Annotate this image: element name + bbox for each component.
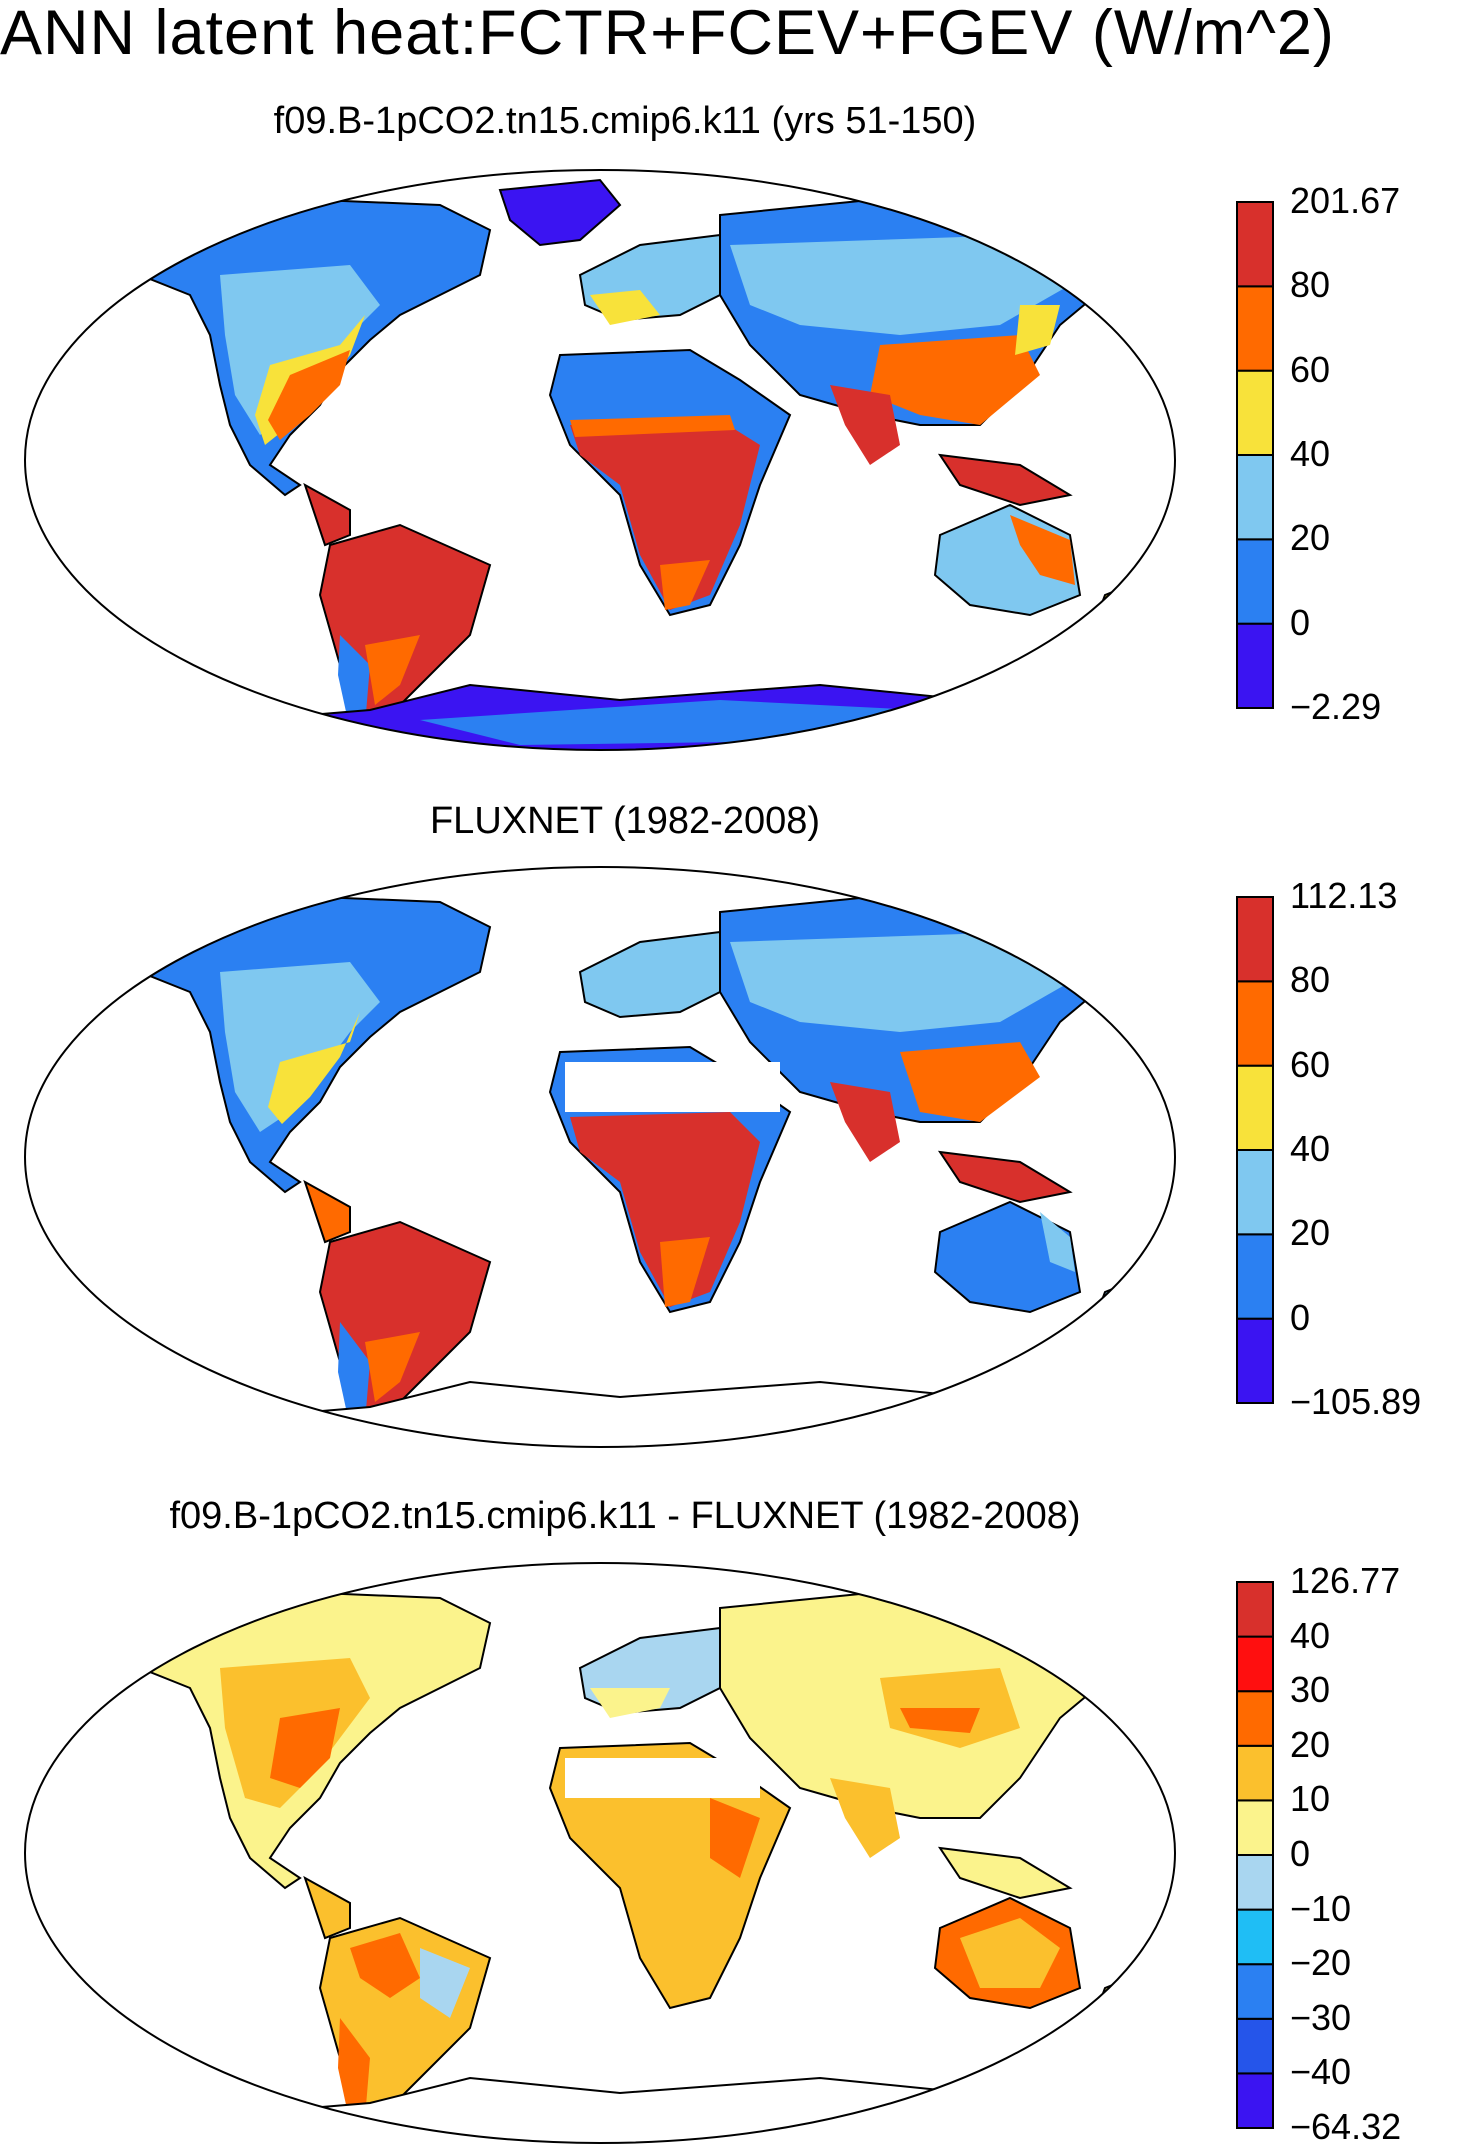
panel-2-colorbar	[1236, 896, 1274, 1404]
colorbar-tick-label: 30	[1290, 1669, 1331, 1711]
panel-2-title: FLUXNET (1982-2008)	[429, 800, 821, 842]
colorbar-tick-label: 126.77	[1290, 1560, 1401, 1601]
colorbar-tick-label: 40	[1290, 1614, 1331, 1656]
colorbar-tick-label: 80	[1290, 959, 1331, 1001]
colorbar-segment	[1236, 1233, 1274, 1320]
colorbar-segment	[1236, 1854, 1274, 1911]
colorbar-tick-label: −105.89	[1290, 1381, 1422, 1422]
colorbar-tick-label: 0	[1290, 1833, 1311, 1874]
colorbar-segment	[1236, 1690, 1274, 1747]
colorbar-segment	[1236, 1635, 1274, 1693]
colorbar-segment	[1236, 1799, 1274, 1856]
panel-3-title: f09.B-1pCO2.tn15.cmip6.k11 - FLUXNET (19…	[169, 1495, 1081, 1537]
panel-3-map	[24, 1562, 1176, 2144]
colorbar-tick-label: 10	[1290, 1778, 1331, 1820]
panel-2-map	[24, 866, 1176, 1448]
colorbar-segment	[1236, 1064, 1274, 1152]
colorbar-segment	[1236, 1149, 1274, 1236]
colorbar-segment	[1236, 2072, 1274, 2129]
colorbar-segment	[1236, 1317, 1274, 1404]
colorbar-segment	[1236, 622, 1274, 709]
colorbar-segment	[1236, 1744, 1274, 1802]
colorbar-tick-label: 40	[1290, 1128, 1331, 1169]
colorbar-tick-label: 60	[1290, 1043, 1331, 1085]
colorbar-tick-label: 20	[1290, 1212, 1331, 1254]
panel-1-map	[24, 169, 1176, 751]
colorbar-tick-label: −2.29	[1290, 686, 1382, 727]
colorbar-tick-label: 0	[1290, 1296, 1311, 1338]
colorbar-tick-label: 20	[1290, 1723, 1331, 1765]
colorbar-tick-label: −20	[1290, 1942, 1352, 1984]
colorbar-tick-label: −30	[1290, 1996, 1352, 2038]
colorbar-segment	[1236, 454, 1274, 541]
colorbar-tick-label: 60	[1290, 348, 1331, 390]
colorbar-tick-label: 0	[1290, 601, 1311, 643]
panel-3-colorbar	[1236, 1581, 1274, 2129]
panel-1-title: f09.B-1pCO2.tn15.cmip6.k11 (yrs 51-150)	[273, 100, 977, 142]
colorbar-segment	[1236, 2017, 1274, 2075]
colorbar-segment	[1236, 538, 1274, 625]
colorbar-segment	[1236, 896, 1274, 983]
figure-title: ANN latent heat:FCTR+FCEV+FGEV (W/m^2)	[0, 0, 1335, 68]
colorbar-tick-label: 112.13	[1290, 875, 1398, 916]
colorbar-tick-label: −10	[1290, 1887, 1352, 1929]
colorbar-segment	[1236, 1908, 1274, 1966]
panel-1-colorbar	[1236, 201, 1274, 709]
colorbar-tick-label: −64.32	[1290, 2106, 1402, 2147]
colorbar-tick-label: 80	[1290, 264, 1331, 306]
colorbar-tick-label: 40	[1290, 433, 1331, 474]
colorbar-segment	[1236, 980, 1274, 1067]
colorbar-segment	[1236, 1963, 1274, 2020]
colorbar-segment	[1236, 369, 1274, 457]
colorbar-segment	[1236, 201, 1274, 288]
colorbar-tick-label: 20	[1290, 517, 1331, 559]
colorbar-tick-label: −40	[1290, 2051, 1352, 2093]
colorbar-segment	[1236, 285, 1274, 372]
colorbar-segment	[1236, 1581, 1274, 1638]
colorbar-tick-label: 201.67	[1290, 180, 1401, 221]
